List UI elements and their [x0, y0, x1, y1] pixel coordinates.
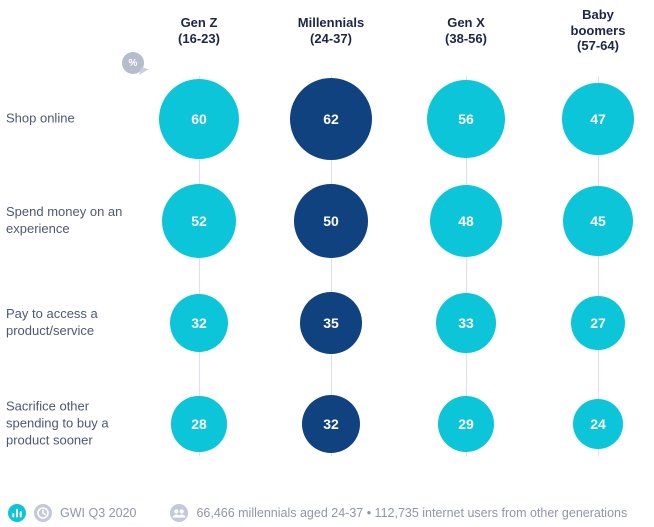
bubble-value: 32 — [169, 293, 229, 353]
connector-line — [331, 76, 332, 456]
bubble-value: 29 — [437, 395, 494, 452]
bubble-value: 48 — [429, 184, 503, 258]
clock-icon — [34, 504, 52, 522]
bubble-value: 56 — [427, 80, 505, 158]
bubble-value: 45 — [563, 186, 633, 256]
source-label: GWI Q3 2020 — [60, 506, 137, 520]
bubble-value: 32 — [301, 394, 361, 454]
connector-line — [598, 76, 599, 456]
bubble-value: 33 — [436, 293, 496, 353]
row-label: Pay to access a product/service — [6, 306, 98, 338]
column-header: Baby boomers (57-64) — [570, 7, 626, 54]
bar-chart-icon — [8, 504, 26, 522]
percent-badge-label: % — [128, 57, 138, 69]
row-label: Spend money on an experience — [6, 204, 123, 236]
percent-badge-icon: % — [122, 52, 144, 74]
column-header: Gen Z (16-23) — [178, 15, 220, 46]
column-header: Gen X (38-56) — [445, 15, 487, 46]
row-label: Sacrifice other spending to buy a produc… — [6, 398, 109, 448]
connector-line — [199, 76, 200, 456]
chart-footer: GWI Q3 2020 66,466 millennials aged 24-3… — [8, 503, 654, 523]
bubble-value: 24 — [572, 398, 624, 450]
bubble-value: 28 — [171, 396, 227, 452]
connector-line — [466, 76, 467, 456]
bubble-value: 50 — [294, 184, 368, 258]
bubble-value: 27 — [570, 295, 625, 350]
bubble-value: 35 — [300, 292, 362, 354]
row-label: Shop online — [6, 110, 75, 126]
audience-icon — [170, 504, 189, 522]
bubble-value: 60 — [158, 78, 240, 160]
bubble-value: 47 — [562, 83, 634, 155]
column-header: Millennials (24-37) — [297, 15, 365, 46]
sample-size-label: 66,466 millennials aged 24-37 • 112,735 … — [196, 506, 628, 520]
bubble-value: 52 — [161, 183, 237, 259]
bubble-value: 62 — [290, 78, 372, 160]
